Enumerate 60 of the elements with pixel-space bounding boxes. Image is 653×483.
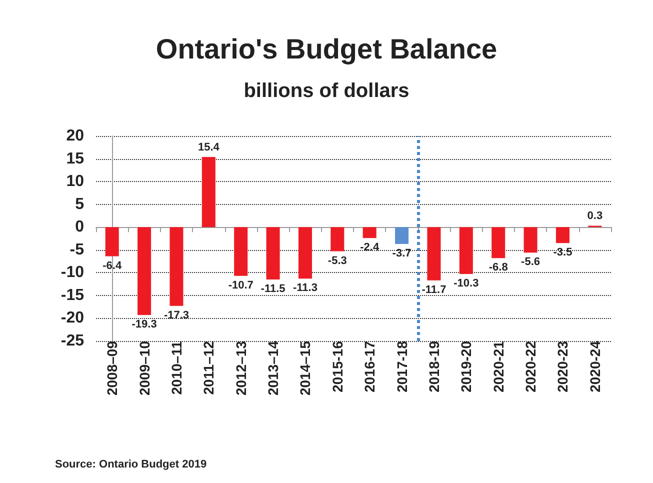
data-label: -5.6 (521, 256, 540, 268)
y-tick-label: -5 (70, 241, 84, 258)
data-label: -17.3 (164, 309, 190, 322)
data-label: 15.4 (198, 141, 220, 154)
bar (492, 227, 506, 258)
data-label: -10.7 (228, 279, 254, 292)
bar (266, 227, 280, 280)
bar (298, 227, 312, 279)
bar (330, 227, 344, 252)
x-tick-label: 2014–15 (297, 340, 314, 396)
bar (234, 227, 248, 276)
data-label: -2.4 (360, 242, 380, 254)
source-note: Source: Ontario Budget 2019 (55, 458, 207, 470)
data-label: -5.3 (328, 254, 347, 267)
data-label: -3.7 (392, 247, 412, 260)
x-tick-label: 2013–14 (265, 340, 282, 396)
x-tick-label: 2015-16 (329, 340, 346, 392)
x-tick-label: 2011–12 (200, 340, 217, 395)
data-label: -11.3 (292, 282, 318, 294)
data-label: -11.7 (422, 284, 446, 296)
data-label: -6.4 (102, 260, 122, 272)
y-tick-label: -20 (60, 310, 84, 327)
bar (202, 156, 216, 228)
x-tick-label: 2009–10 (136, 340, 152, 396)
bar (524, 227, 538, 253)
bar (556, 227, 570, 244)
x-tick-label: 2017-18 (394, 340, 410, 392)
x-tick-label: 2010–11 (168, 340, 184, 395)
x-tick-label: 2019-20 (458, 340, 474, 392)
x-tick-label: 2020-21 (490, 340, 506, 392)
chart-title: Ontario's Budget Balance (156, 34, 498, 64)
y-tick-label: -10 (60, 264, 84, 282)
chart-subtitle: billions of dollars (244, 80, 410, 102)
bar (105, 227, 119, 256)
data-label: -6.8 (488, 262, 508, 274)
x-tick-label: 2020-24 (586, 340, 603, 392)
x-tick-label: 2012–13 (232, 340, 249, 396)
y-tick-label: -25 (60, 332, 84, 350)
data-label: -10.3 (454, 278, 479, 290)
y-tick-label: 10 (66, 173, 84, 190)
x-tick-label: 2008–09 (104, 340, 120, 396)
data-label: -19.3 (132, 318, 157, 331)
bar (459, 227, 473, 274)
data-label: 0.3 (587, 210, 603, 222)
x-tick-label: 2020-23 (554, 340, 571, 392)
bar (170, 227, 184, 306)
y-tick-label: -15 (60, 286, 84, 304)
y-tick-label: 20 (66, 128, 84, 144)
bar (138, 227, 152, 316)
y-tick-label: 15 (66, 150, 84, 168)
bar (427, 227, 441, 280)
bar (395, 227, 409, 244)
bar (362, 227, 376, 238)
y-tick-label: 0 (75, 218, 84, 236)
x-tick-label: 2020-22 (522, 340, 539, 392)
data-label: -3.5 (553, 246, 572, 259)
y-tick-label: 5 (75, 196, 84, 213)
x-tick-label: 2016-17 (362, 340, 378, 392)
data-label: -11.5 (260, 283, 286, 295)
x-tick-label: 2018-19 (426, 340, 442, 392)
